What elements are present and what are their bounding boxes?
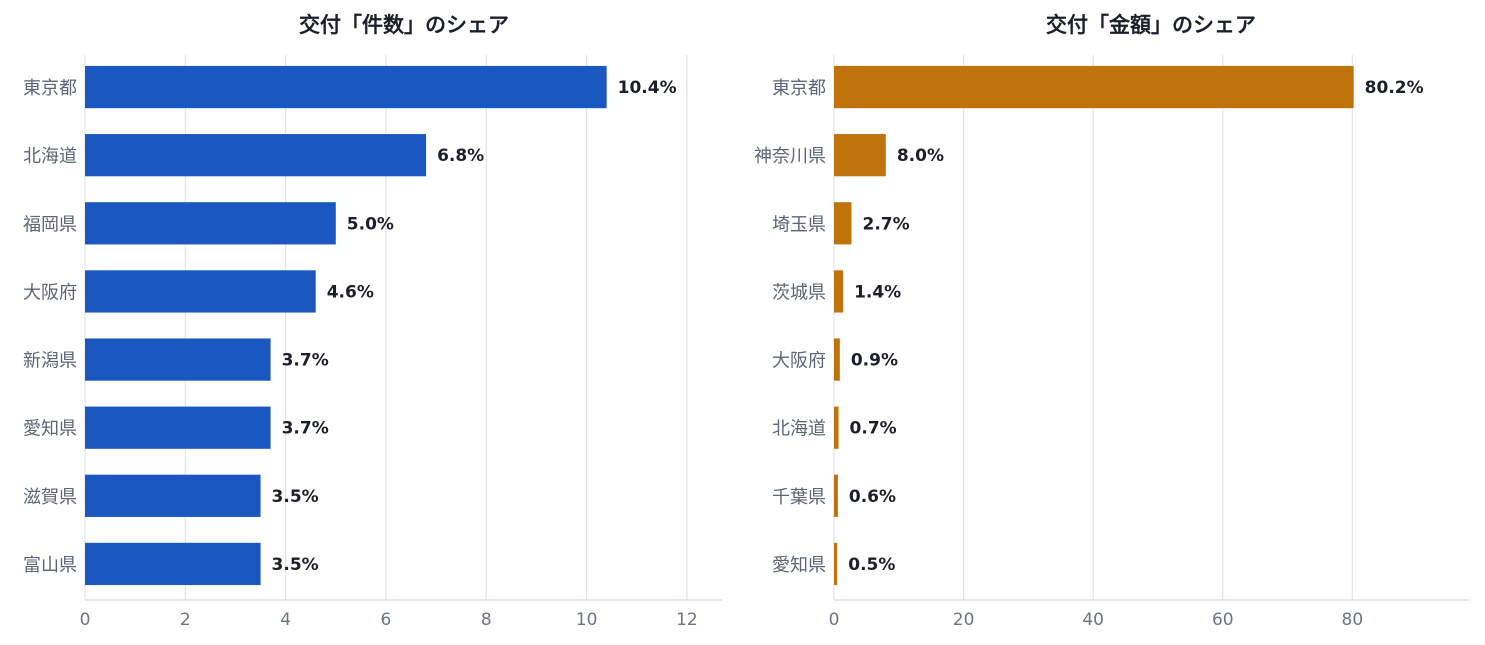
data-label: 3.5%	[272, 487, 319, 507]
bar	[834, 134, 886, 177]
category-label: 北海道	[772, 419, 826, 440]
category-label: 大阪府	[23, 282, 77, 303]
category-label: 大阪府	[772, 351, 826, 372]
data-label: 80.2%	[1365, 78, 1424, 98]
category-label: 埼玉県	[772, 214, 826, 235]
bar	[85, 134, 427, 177]
x-tick-label: 60	[1212, 610, 1234, 630]
data-label: 2.7%	[862, 214, 909, 234]
x-tick-label: 6	[381, 610, 392, 630]
bar	[85, 270, 316, 313]
data-label: 0.9%	[851, 351, 898, 371]
data-label: 8.0%	[897, 146, 944, 166]
x-tick-label: 10	[576, 610, 598, 630]
bar	[834, 542, 838, 586]
data-label: 3.7%	[282, 351, 329, 371]
bar	[85, 406, 271, 449]
category-label: 東京都	[772, 78, 826, 99]
x-tick-label: 0	[80, 610, 91, 630]
bar	[834, 202, 852, 245]
data-label: 3.7%	[282, 419, 329, 439]
category-label: 愛知県	[772, 555, 826, 576]
bar	[85, 474, 261, 517]
chart-count-share: 交付「件数」のシェア 0 2 4 6 8 10 12 東京都 10.4% 北海道 6.8% 福岡県 5.0…	[23, 13, 722, 630]
x-tick-label: 8	[481, 610, 492, 630]
data-label: 4.6%	[327, 282, 374, 302]
data-label: 0.6%	[849, 487, 896, 507]
x-tick-label: 20	[953, 610, 975, 630]
chart-title: 交付「件数」のシェア	[299, 13, 509, 37]
x-tick-label: 4	[280, 610, 291, 630]
data-label: 1.4%	[854, 282, 901, 302]
x-tick-label: 2	[180, 610, 191, 630]
category-label: 千葉県	[772, 487, 826, 508]
data-label: 5.0%	[347, 214, 394, 234]
category-label: 北海道	[23, 146, 77, 167]
category-label: 愛知県	[23, 419, 77, 440]
bar	[834, 270, 844, 313]
x-tick-label: 12	[676, 610, 698, 630]
x-tick-label: 80	[1342, 610, 1364, 630]
category-label: 富山県	[23, 555, 77, 576]
chart-amount-share: 交付「金額」のシェア 0 20 40 60 80 東京都 80.2% 神奈川県 8.0% 埼玉県 2.…	[754, 13, 1469, 630]
bar	[834, 406, 839, 449]
category-label: 新潟県	[23, 351, 77, 372]
bar	[834, 338, 840, 381]
bar	[834, 474, 838, 517]
bar	[85, 65, 607, 109]
bar	[834, 65, 1354, 109]
bar	[85, 542, 261, 586]
chart-title: 交付「金額」のシェア	[1046, 13, 1256, 37]
category-label: 滋賀県	[23, 487, 77, 508]
x-tick-label: 40	[1082, 610, 1104, 630]
data-label: 6.8%	[437, 146, 484, 166]
data-label: 0.7%	[850, 419, 897, 439]
bar	[85, 202, 336, 245]
data-label: 10.4%	[618, 78, 677, 98]
category-label: 神奈川県	[754, 146, 826, 167]
category-label: 福岡県	[23, 214, 77, 235]
data-label: 3.5%	[272, 555, 319, 575]
category-label: 茨城県	[772, 282, 826, 303]
category-label: 東京都	[23, 78, 77, 99]
bar	[85, 338, 271, 381]
data-label: 0.5%	[848, 555, 895, 575]
x-tick-label: 0	[829, 610, 840, 630]
